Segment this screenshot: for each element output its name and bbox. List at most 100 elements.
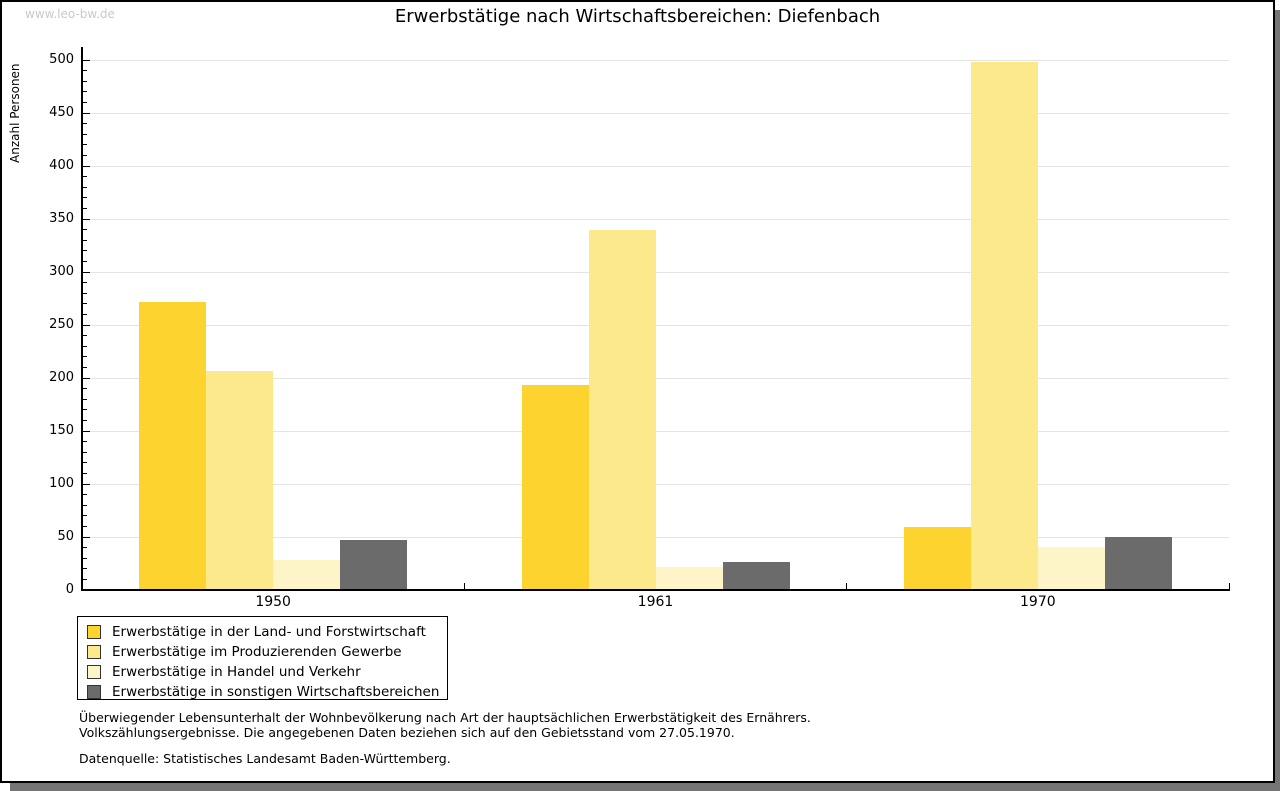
x-tick: [463, 583, 465, 589]
x-tick: [81, 583, 83, 589]
y-tick-minor: [83, 388, 87, 390]
y-tick-minor: [83, 419, 87, 421]
y-tick-minor: [83, 144, 87, 146]
y-tick-major: [83, 165, 90, 167]
bar-1950-series3: [273, 560, 341, 590]
footer-note-line1: Überwiegender Lebensunterhalt der Wohnbe…: [79, 710, 811, 725]
y-tick-minor: [83, 250, 87, 252]
gridline: [83, 112, 1229, 114]
y-tick-minor: [83, 525, 87, 527]
legend-item-label: Erwerbstätige in der Land- und Forstwirt…: [112, 624, 426, 640]
y-tick-minor: [83, 335, 87, 337]
bar-1950-series4: [340, 540, 408, 590]
y-tick-minor: [83, 451, 87, 453]
y-tick-label: 150: [49, 423, 74, 438]
x-tick: [1228, 583, 1230, 589]
bar-1970-series3: [1037, 546, 1105, 590]
legend-item: Erwerbstätige im Produzierenden Gewerbe: [87, 642, 439, 662]
y-tick-minor: [83, 101, 87, 103]
legend-swatch-series1: [87, 625, 101, 639]
bar-1950-series1: [139, 301, 207, 590]
y-tick-major: [83, 59, 90, 61]
gridline: [83, 218, 1229, 220]
legend-item: Erwerbstätige in der Land- und Forstwirt…: [87, 622, 439, 642]
y-tick-minor: [83, 207, 87, 209]
x-axis-line: [81, 589, 1230, 591]
y-tick-minor: [83, 313, 87, 315]
legend-item-label: Erwerbstätige im Produzierenden Gewerbe: [112, 644, 402, 660]
legend-item: Erwerbstätige in sonstigen Wirtschaftsbe…: [87, 682, 439, 702]
y-tick-major: [83, 483, 90, 485]
y-tick-minor: [83, 504, 87, 506]
y-tick-label: 200: [49, 370, 74, 385]
legend-item-label: Erwerbstätige in sonstigen Wirtschaftsbe…: [112, 684, 440, 700]
y-tick-label: 0: [65, 582, 74, 597]
y-tick-minor: [83, 547, 87, 549]
gridline: [83, 165, 1229, 167]
legend-swatch-series4: [87, 685, 101, 699]
x-tick-label: 1970: [1020, 594, 1056, 610]
y-tick-major: [83, 377, 90, 379]
x-tick: [846, 583, 848, 589]
y-tick-label: 300: [49, 264, 74, 279]
gridline: [83, 536, 1229, 538]
bar-1961-series4: [722, 562, 790, 590]
y-axis-line: [81, 47, 83, 591]
y-tick-label: 50: [57, 529, 74, 544]
y-tick-minor: [83, 472, 87, 474]
watermark: www.leo-bw.de: [25, 7, 115, 21]
chart-title: Erwerbstätige nach Wirtschaftsbereichen:…: [394, 6, 881, 27]
legend: Erwerbstätige in der Land- und Forstwirt…: [77, 616, 448, 700]
y-tick-minor: [83, 345, 87, 347]
y-tick-minor: [83, 154, 87, 156]
y-tick-minor: [83, 282, 87, 284]
bar-1950-series2: [206, 370, 274, 590]
legend-item-label: Erwerbstätige in Handel und Verkehr: [112, 664, 361, 680]
y-tick-minor: [83, 303, 87, 305]
y-tick-minor: [83, 176, 87, 178]
gridline: [83, 59, 1229, 61]
y-tick-label: 250: [49, 317, 74, 332]
y-tick-label: 500: [49, 52, 74, 67]
gridline: [83, 271, 1229, 273]
y-axis-label: Anzahl Personen: [8, 63, 22, 163]
y-tick-label: 350: [49, 211, 74, 226]
y-tick-minor: [83, 441, 87, 443]
y-tick-major: [83, 430, 90, 432]
frame-shadow-bottom: [10, 783, 1280, 791]
bar-1970-series2: [970, 62, 1038, 590]
gridline: [83, 483, 1229, 485]
y-tick-minor: [83, 197, 87, 199]
y-tick-minor: [83, 70, 87, 72]
footer-note-line2: Volkszählungsergebnisse. Die angegebenen…: [79, 725, 735, 740]
y-tick-minor: [83, 133, 87, 135]
bar-1970-series1: [903, 527, 971, 590]
y-tick-minor: [83, 292, 87, 294]
legend-item: Erwerbstätige in Handel und Verkehr: [87, 662, 439, 682]
y-tick-minor: [83, 494, 87, 496]
y-tick-major: [83, 324, 90, 326]
y-tick-minor: [83, 229, 87, 231]
y-tick-minor: [83, 409, 87, 411]
legend-swatch-series3: [87, 665, 101, 679]
gridline: [83, 377, 1229, 379]
footer-datasource: Datenquelle: Statistisches Landesamt Bad…: [79, 751, 451, 766]
y-tick-minor: [83, 123, 87, 125]
x-tick-label: 1950: [255, 594, 291, 610]
y-tick-major: [83, 271, 90, 273]
y-tick-minor: [83, 239, 87, 241]
bar-1961-series3: [655, 566, 723, 590]
gridline: [83, 430, 1229, 432]
bar-1961-series1: [521, 385, 589, 590]
y-tick-minor: [83, 91, 87, 93]
y-tick-major: [83, 112, 90, 114]
y-tick-minor: [83, 578, 87, 580]
gridline: [83, 324, 1229, 326]
y-tick-label: 400: [49, 158, 74, 173]
frame-shadow-right: [1275, 10, 1280, 791]
bar-1970-series4: [1104, 537, 1172, 590]
y-tick-minor: [83, 260, 87, 262]
x-tick-label: 1961: [637, 594, 674, 610]
y-tick-label: 100: [49, 476, 74, 491]
